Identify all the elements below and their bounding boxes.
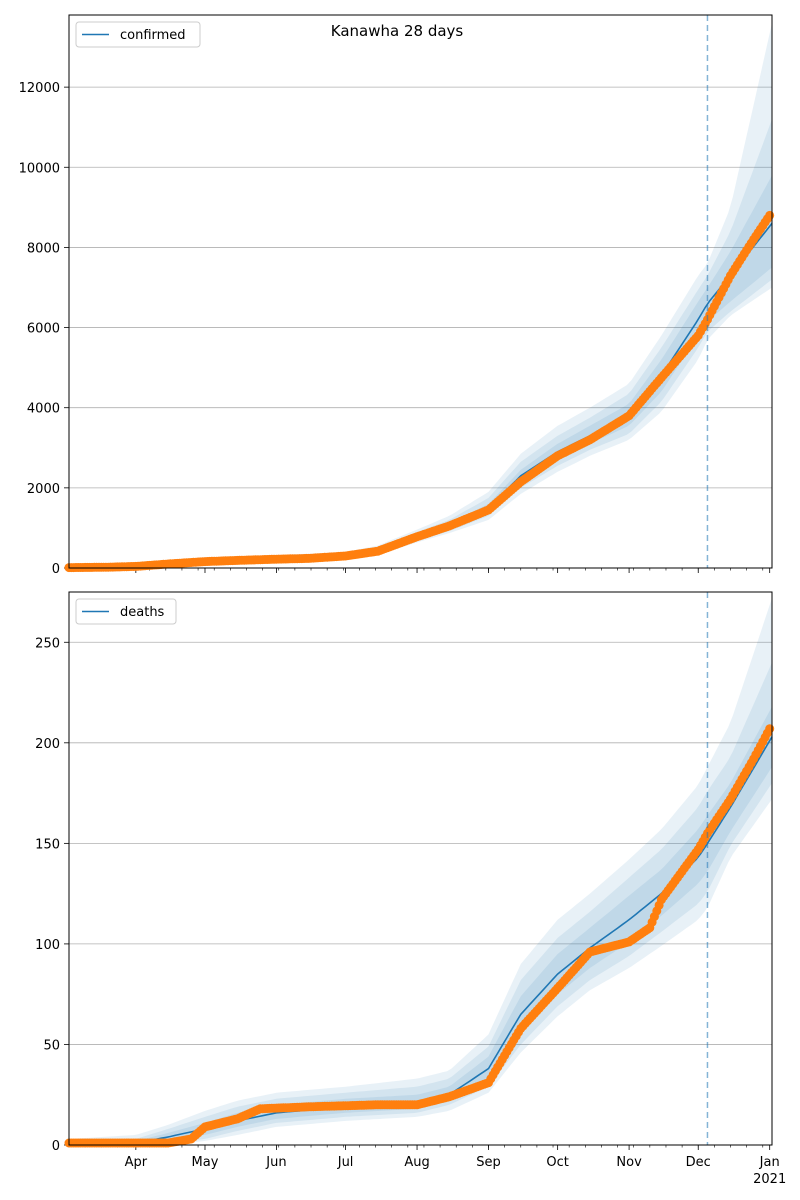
x-tick-label: Oct: [546, 1155, 568, 1170]
chart-title: Kanawha 28 days: [331, 22, 464, 40]
deaths-panel: 0 50 100 150 200 250 deaths Apr May Jun Jul Aug Sep O…: [35, 591, 786, 1187]
uncertainty-band: [69, 706, 772, 1145]
uncertainty-band: [69, 598, 772, 1145]
confirmed-panel: 0 2000 4000 6000 8000 10000 12000 confirmed: [19, 14, 775, 577]
uncertainty-band: [69, 23, 772, 568]
y-tick-label: 8000: [27, 241, 60, 256]
x-tick-label: Jan: [759, 1155, 780, 1170]
plot-frame: [68, 591, 773, 1146]
y-tick-label: 12000: [19, 81, 60, 96]
legend: deaths: [75, 598, 177, 625]
uncertainty-band: [69, 662, 772, 1145]
x-tick-label: Jun: [265, 1155, 286, 1170]
legend-box: [75, 598, 177, 625]
x-year-label: 2021: [753, 1172, 786, 1187]
y-tick-label: 6000: [27, 322, 60, 337]
y-tick-label: 4000: [27, 402, 60, 417]
x-tick-label: Jul: [337, 1155, 354, 1170]
x-tick-label: Dec: [686, 1155, 711, 1170]
y-tick-label: 2000: [27, 482, 60, 497]
y-tick-label: 50: [43, 1038, 60, 1053]
y-tick-label: 250: [35, 636, 60, 651]
legend-label: deaths: [120, 605, 165, 620]
legend-box: [75, 21, 201, 48]
y-tick-label: 10000: [19, 161, 60, 176]
y-tick-label: 200: [35, 737, 60, 752]
plot-frame: [68, 14, 773, 569]
legend: confirmed: [75, 21, 201, 48]
x-tick-label: Nov: [616, 1155, 642, 1170]
x-tick-label: Apr: [125, 1155, 148, 1170]
y-tick-label: 150: [35, 837, 60, 852]
x-tick-label: Aug: [404, 1155, 429, 1170]
y-tick-label: 0: [52, 1139, 60, 1154]
observed-point: [765, 210, 775, 220]
observed-point: [765, 724, 775, 734]
y-tick-label: 0: [52, 562, 60, 577]
x-tick-label: Sep: [476, 1155, 501, 1170]
y-tick-label: 100: [35, 938, 60, 953]
x-tick-label: May: [192, 1155, 219, 1170]
legend-label: confirmed: [120, 28, 186, 43]
